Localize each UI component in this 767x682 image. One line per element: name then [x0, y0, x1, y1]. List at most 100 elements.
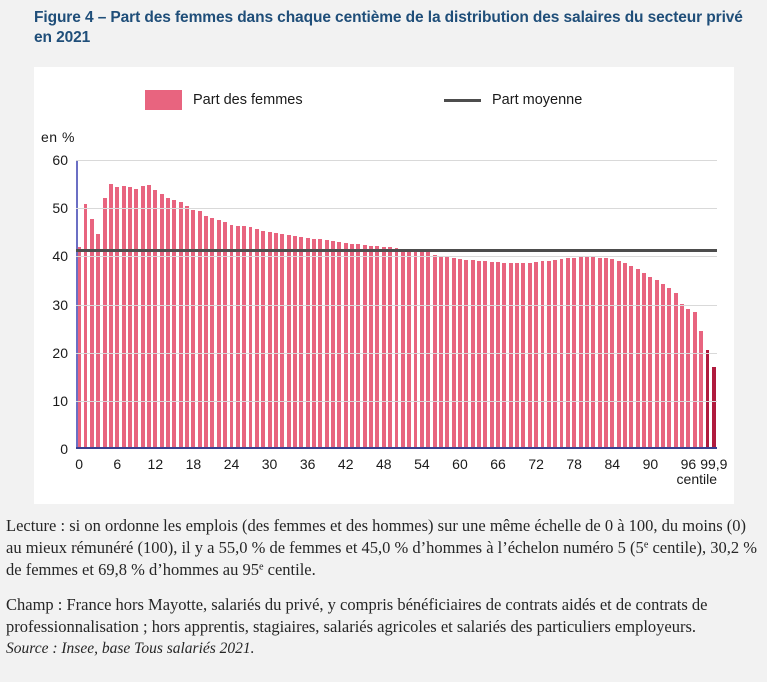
bar	[286, 235, 291, 449]
bar	[489, 261, 494, 449]
x-axis-tick-label: 90	[642, 456, 659, 472]
bar	[172, 199, 177, 449]
x-axis-title: centile	[676, 471, 717, 487]
bar	[254, 229, 259, 449]
note-lecture: Lecture : si on ordonne les emplois (des…	[6, 516, 757, 580]
bar	[83, 204, 88, 449]
bar	[350, 243, 355, 449]
bar	[267, 232, 272, 449]
bar	[153, 190, 158, 449]
bar	[185, 206, 190, 449]
x-axis-tick-label: 54	[414, 456, 430, 472]
bar	[324, 240, 329, 449]
x-axis-tick-label: 0	[75, 456, 84, 472]
chart-panel: Part des femmes Part moyenne en % 0 10 20 3…	[34, 67, 734, 504]
bar	[299, 237, 304, 449]
y-axis-tick-label: 40	[52, 248, 68, 265]
gridline	[76, 304, 717, 306]
gridline	[76, 160, 717, 161]
bar	[534, 262, 539, 449]
x-axis-tick-label: 66	[490, 456, 506, 472]
bar	[686, 309, 691, 449]
bar	[546, 260, 551, 449]
bar	[457, 258, 462, 449]
legend-item-part-des-femmes[interactable]: Part des femmes	[145, 87, 303, 113]
y-axis-tick-label: 30	[52, 296, 68, 313]
x-axis-tick-label: 96	[680, 456, 697, 472]
bar	[381, 246, 386, 449]
bar	[204, 215, 209, 449]
bar	[121, 185, 126, 449]
bar	[400, 248, 405, 449]
x-axis-tick-label: 72	[528, 456, 544, 472]
legend-item-part-moyenne[interactable]: Part moyenne	[444, 87, 582, 113]
bar	[635, 268, 640, 449]
bar	[419, 251, 424, 449]
bar	[661, 284, 665, 449]
y-axis-unit-label: en %	[41, 129, 75, 145]
bar	[115, 187, 120, 449]
bar	[540, 261, 545, 449]
bar	[477, 260, 481, 449]
bar	[680, 303, 685, 449]
bar	[553, 259, 558, 449]
bar	[273, 233, 278, 449]
bar	[280, 234, 285, 449]
y-axis-tick-label: 20	[52, 344, 68, 361]
bar	[343, 242, 348, 449]
bar	[426, 252, 431, 449]
x-axis-tick-label: 78	[566, 456, 582, 472]
bar	[127, 186, 132, 449]
bar	[527, 262, 532, 449]
legend-label-part-moyenne: Part moyenne	[492, 92, 583, 108]
x-axis-tick-label: 60	[452, 456, 468, 472]
note-champ: Champ : France hors Mayotte, salariés du…	[6, 595, 708, 637]
bar	[705, 350, 710, 449]
bar	[261, 230, 266, 449]
bar	[438, 255, 443, 449]
bar	[496, 262, 500, 449]
bar	[515, 263, 520, 449]
bar	[147, 185, 151, 449]
x-axis-tick-label: 6	[113, 456, 122, 472]
plot-inner: 0 10 20 30 40 50 60 0 6 12 18 24 30 36 42 48 54 60 66 72 78 8…	[52, 152, 727, 472]
bar	[521, 263, 526, 449]
bar	[375, 246, 380, 449]
bar	[108, 184, 113, 449]
bar	[699, 331, 704, 449]
bar	[292, 236, 297, 449]
bar	[356, 244, 361, 449]
x-axis-tick-label: 48	[376, 456, 392, 472]
bar	[648, 276, 653, 449]
x-axis-line	[76, 447, 717, 449]
gridline	[76, 400, 717, 402]
bar	[394, 247, 399, 449]
bar	[96, 234, 101, 449]
bar	[616, 260, 621, 449]
bar	[89, 219, 94, 449]
mean-line	[76, 249, 717, 253]
figure-notes: Lecture : si on ordonne les emplois (des…	[6, 515, 762, 659]
plot-area: 0 10 20 30 40 50 60 0 6 12 18 24 30 36 42 48 54 60 66 72 78 8…	[52, 152, 727, 472]
bar	[407, 249, 412, 449]
bar	[711, 367, 716, 449]
bars-layer	[76, 160, 717, 449]
x-axis-tick-label: 12	[147, 456, 164, 472]
bar	[654, 280, 659, 449]
y-axis-tick-label: 50	[52, 200, 68, 217]
bar	[191, 209, 196, 449]
bar	[140, 186, 145, 449]
bar	[178, 202, 183, 449]
bar	[483, 261, 488, 449]
gridline	[76, 256, 717, 258]
bar	[692, 312, 697, 449]
gridline	[76, 352, 717, 354]
legend-label-part-des-femmes: Part des femmes	[193, 92, 303, 108]
x-axis-tick-label: 42	[337, 456, 354, 472]
bar	[235, 225, 240, 449]
bar	[432, 254, 437, 449]
x-axis-tick-label: 36	[299, 456, 316, 472]
bar	[305, 238, 310, 449]
bar	[312, 239, 316, 449]
x-axis-tick-label: 18	[185, 456, 202, 472]
